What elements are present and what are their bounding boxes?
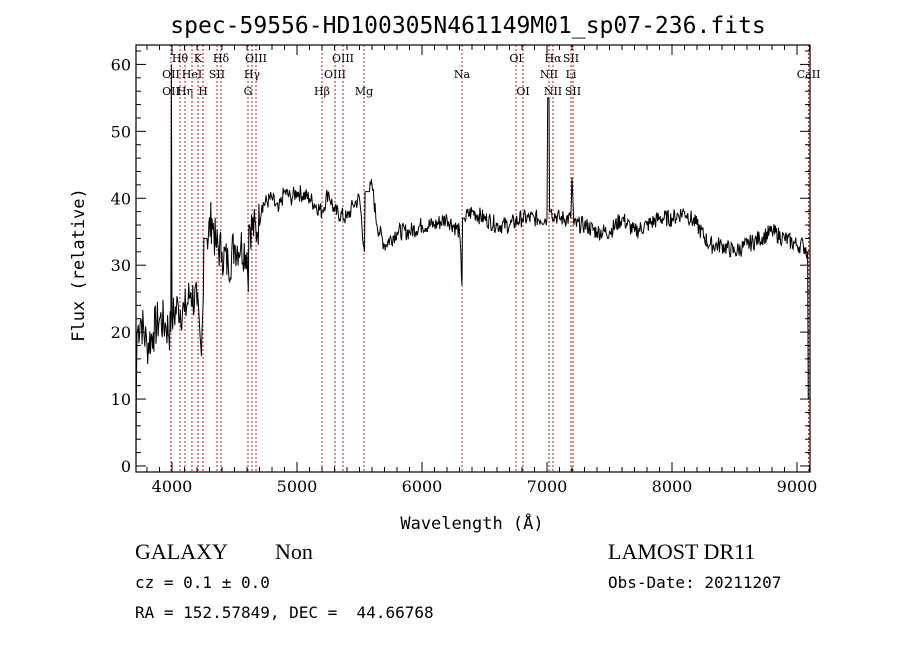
spectrum-line: [135, 64, 809, 467]
axis-ticks: 4000 5000 6000 7000 8000 9000 0 10 20 30 40 50 60: [111, 45, 818, 496]
line-marker-label: Hβ: [314, 85, 330, 98]
plot-frame: [135, 44, 811, 473]
line-marker-label: OIII: [245, 52, 267, 65]
chart-title: spec-59556-HD100305N461149M01_sp07-236.f…: [170, 13, 765, 39]
line-marker-label: SII: [563, 52, 579, 65]
object-class: GALAXY: [135, 539, 228, 564]
obs-date-text: Obs-Date: 20211207: [608, 573, 782, 592]
survey-label: LAMOST DR11: [608, 539, 756, 564]
x-tick-label: 7000: [527, 477, 568, 496]
coordinates-text: RA = 152.57849, DEC = 44.66768: [135, 603, 434, 622]
line-marker-label: NII: [544, 85, 562, 98]
y-tick-label: 60: [111, 55, 131, 74]
line-marker-label: OIII: [332, 52, 354, 65]
line-marker-label: OI: [516, 85, 529, 98]
x-tick-label: 5000: [277, 477, 318, 496]
line-marker-label: OI: [509, 52, 522, 65]
line-marker-label: K: [194, 52, 203, 65]
y-tick-label: 20: [111, 323, 131, 342]
x-tick-label: 4000: [152, 477, 193, 496]
y-tick-label: 40: [111, 189, 131, 208]
line-marker-label: OIII: [324, 68, 346, 81]
line-marker-label: Na: [454, 68, 471, 81]
line-marker-label: SII: [565, 85, 581, 98]
object-subclass: Non: [275, 539, 313, 564]
line-marker-label: Hγ: [244, 68, 261, 81]
y-axis-label: Flux (relative): [69, 188, 89, 342]
y-tick-label: 0: [121, 457, 131, 476]
line-marker-label: Hδ: [213, 52, 230, 65]
line-marker-label: CaII: [797, 68, 821, 81]
x-tick-label: 8000: [652, 477, 693, 496]
redshift-text: cz = 0.1 ± 0.0: [135, 573, 270, 592]
line-marker-label: SII: [209, 68, 225, 81]
y-tick-label: 30: [111, 256, 131, 275]
line-marker-label: Mg: [355, 85, 373, 98]
x-axis-label: Wavelength (Å): [400, 512, 543, 534]
line-marker-label: NII: [540, 68, 558, 81]
y-tick-label: 50: [111, 122, 131, 141]
emission-line-markers: OIIOIIHθHηHeIKHSIIHδGHγOIIIHβOIIIOIIIMgN…: [162, 45, 820, 472]
x-tick-label: 9000: [777, 477, 818, 496]
line-marker-label: H: [198, 85, 208, 98]
line-marker-label: G: [244, 85, 253, 98]
line-marker-label: Hη: [177, 85, 193, 98]
x-tick-label: 6000: [402, 477, 443, 496]
line-marker-label: Hθ: [172, 52, 189, 65]
y-tick-label: 10: [111, 390, 131, 409]
line-marker-label: HeI: [182, 68, 202, 81]
